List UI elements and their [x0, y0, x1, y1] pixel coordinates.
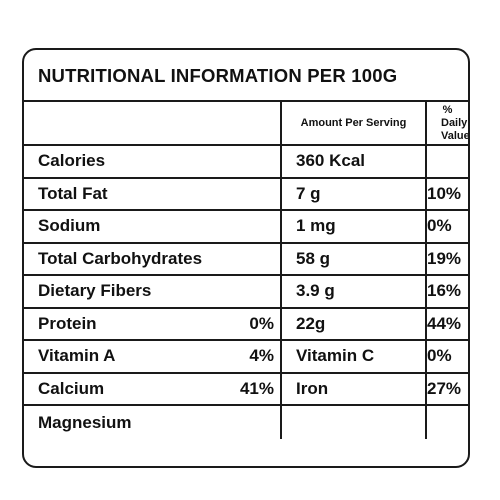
label-percent: 4%	[249, 346, 274, 366]
label-percent: 41%	[239, 378, 274, 398]
label-cell: Dietary Fibers	[24, 274, 282, 309]
amount-cell: 360 Kcal	[280, 144, 427, 179]
amount-cell: 7 g	[280, 176, 427, 211]
daily-value-cell: 10%	[425, 176, 468, 211]
label-cell: Vitamin A 4%	[24, 339, 282, 374]
amount-cell: Vitamin C	[280, 339, 427, 374]
daily-value-cell: 16%	[425, 274, 468, 309]
panel-title: NUTRITIONAL INFORMATION PER 100G	[24, 50, 468, 102]
table-row: Calories 360 Kcal	[24, 144, 468, 179]
label-cell: Calories	[24, 144, 282, 179]
header-cell: Amount Per Serving	[280, 102, 427, 146]
table-row: Vitamin A 4% Vitamin C 0%	[24, 339, 468, 374]
amount-cell	[280, 404, 427, 439]
daily-value-cell	[425, 144, 468, 179]
daily-value-cell: 44%	[425, 306, 468, 341]
daily-value-cell: 0%	[425, 339, 468, 374]
table-row: Total Fat 7 g 10%	[24, 176, 468, 211]
daily-value-cell: 27%	[425, 371, 468, 406]
amount-cell: Iron	[280, 371, 427, 406]
daily-value-cell	[425, 404, 468, 439]
table-row: Protein 0% 22g 44%	[24, 306, 468, 341]
label-cell: Total Fat	[24, 176, 282, 211]
label-percent: 0%	[249, 313, 274, 333]
amount-cell: 22g	[280, 306, 427, 341]
table-row: Dietary Fibers 3.9 g 16%	[24, 274, 468, 309]
amount-cell: 3.9 g	[280, 274, 427, 309]
amount-cell: 58 g	[280, 241, 427, 276]
header-cell: % Daily Value	[425, 102, 468, 146]
label-cell: Total Carbohydrates	[24, 241, 282, 276]
label-cell: Protein 0%	[24, 306, 282, 341]
nutrition-panel: NUTRITIONAL INFORMATION PER 100G Amount …	[22, 48, 470, 468]
label-cell: Calcium 41%	[24, 371, 282, 406]
table-row: Magnesium	[24, 404, 468, 439]
daily-value-cell: 0%	[425, 209, 468, 244]
table-row: Sodium 1 mg 0%	[24, 209, 468, 244]
amount-cell: 1 mg	[280, 209, 427, 244]
header-row: Amount Per Serving% Daily Value	[24, 102, 468, 146]
nutrition-table: Amount Per Serving% Daily Value Calories 3…	[24, 102, 468, 439]
label-cell: Magnesium	[24, 404, 282, 439]
table-row: Total Carbohydrates 58 g 19%	[24, 241, 468, 276]
label-cell: Sodium	[24, 209, 282, 244]
header-cell	[24, 102, 282, 146]
daily-value-cell: 19%	[425, 241, 468, 276]
table-row: Calcium 41% Iron 27%	[24, 371, 468, 406]
